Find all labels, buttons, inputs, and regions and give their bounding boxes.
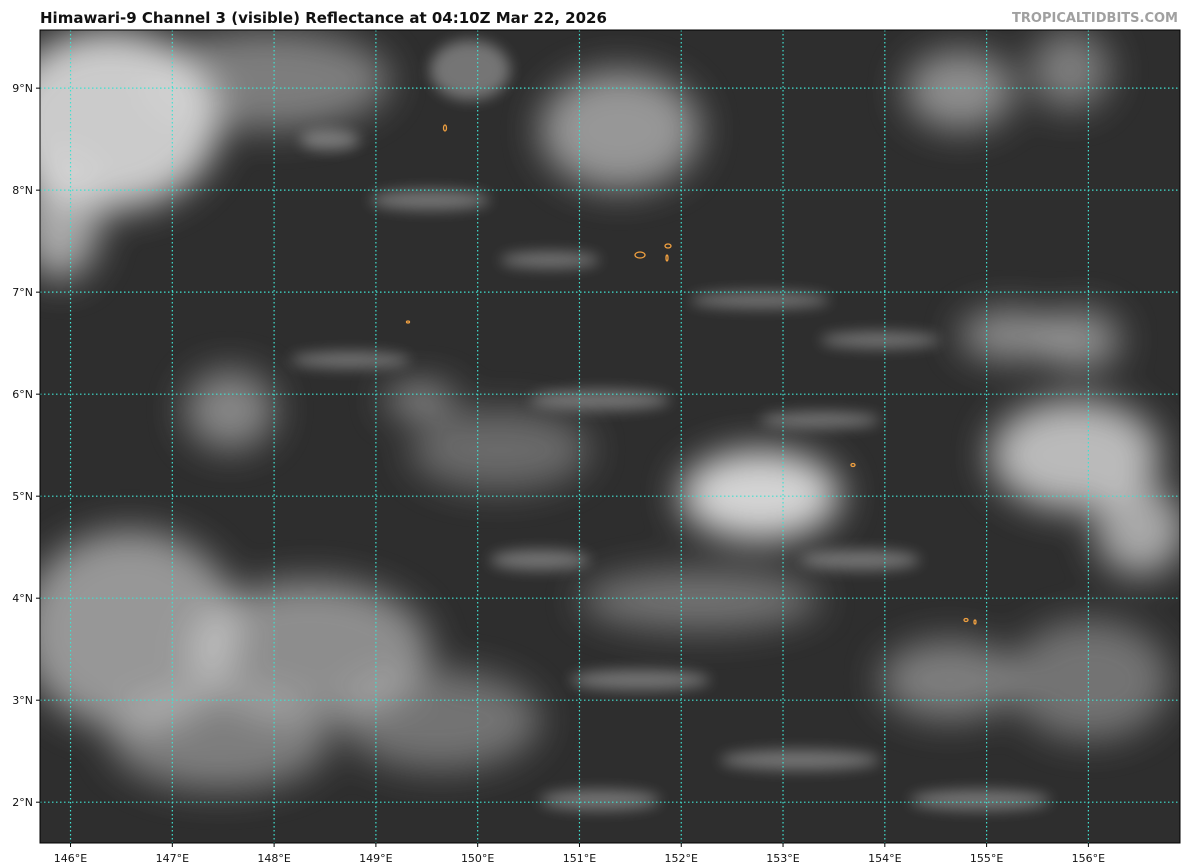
island-outline	[664, 243, 672, 249]
island-outline	[442, 124, 448, 132]
lon-tick-label: 146°E	[54, 852, 87, 865]
lat-tick-label: 8°N	[12, 184, 33, 197]
lat-tick-label: 7°N	[12, 286, 33, 299]
lon-tick-label: 149°E	[359, 852, 392, 865]
lon-tick-label: 153°E	[766, 852, 799, 865]
cumulus-field	[290, 40, 1050, 810]
lon-tick-label: 151°E	[563, 852, 596, 865]
lon-tick-label: 156°E	[1072, 852, 1105, 865]
island-outline	[973, 619, 977, 625]
lat-tick-label: 4°N	[12, 592, 33, 605]
chart-title: Himawari-9 Channel 3 (visible) Reflectan…	[40, 9, 607, 27]
lat-tick-label: 6°N	[12, 388, 33, 401]
lon-tick-label: 150°E	[461, 852, 494, 865]
island-coastlines	[405, 124, 977, 625]
cloud-layer	[40, 30, 1180, 790]
lat-tick-label: 5°N	[12, 490, 33, 503]
lat-tick-label: 3°N	[12, 694, 33, 707]
island-outline	[850, 462, 856, 468]
lat-tick-label: 2°N	[12, 796, 33, 809]
lat-tick-label: 9°N	[12, 82, 33, 95]
island-outline	[963, 617, 969, 623]
island-outline	[665, 254, 669, 262]
island-outline	[405, 320, 411, 324]
lon-tick-label: 154°E	[868, 852, 901, 865]
source-credit: TROPICALTIDBITS.COM	[1012, 11, 1178, 26]
graticule	[40, 30, 1180, 843]
island-outline	[634, 251, 646, 259]
lon-tick-label: 152°E	[665, 852, 698, 865]
lon-tick-label: 147°E	[156, 852, 189, 865]
lon-tick-label: 148°E	[257, 852, 290, 865]
lon-tick-label: 155°E	[970, 852, 1003, 865]
axis-ticks: 146°E 147°E 148°E 149°E 150°E 151°E 152°E 153°E…	[12, 82, 1105, 865]
map-frame	[39, 29, 1181, 844]
